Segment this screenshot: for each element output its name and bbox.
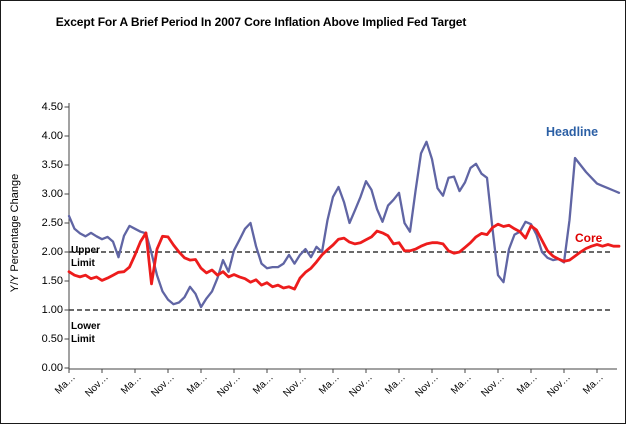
core-series-label: Core [575,231,603,245]
headline-series-label: Headline [546,125,599,139]
y-tick-label: 2.50 [41,216,63,229]
y-tick-label: 1.50 [41,274,63,287]
y-tick-label: 3.00 [41,187,63,200]
chart-title: Except For A Brief Period In 2007 Core I… [55,15,467,29]
y-tick-label: 2.00 [41,245,63,258]
lower-limit-label: Lower Limit [71,321,101,345]
headline-line [67,140,621,309]
y-axis-title: Y/Y Percentage Change [9,173,21,293]
core-line [67,222,621,291]
y-tick-label: 0.00 [41,361,63,374]
y-tick-label: 4.50 [41,100,63,113]
y-tick-label: 0.50 [41,332,63,345]
upper-limit-label: Upper Limit [71,245,100,269]
y-tick-label: 1.00 [41,303,63,316]
y-tick-label: 4.00 [41,129,63,142]
y-tick-label: 3.50 [41,158,63,171]
